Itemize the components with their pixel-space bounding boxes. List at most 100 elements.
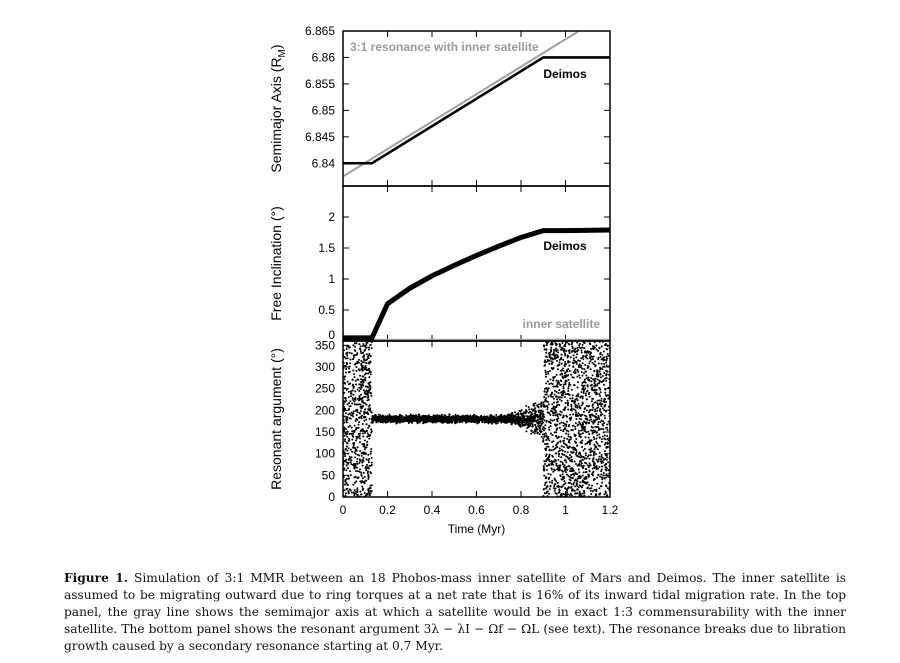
data-point (363, 439, 366, 442)
data-point (358, 343, 361, 346)
data-point (557, 435, 560, 438)
data-point (347, 396, 350, 399)
data-point (363, 491, 366, 494)
data-point (526, 426, 529, 429)
data-point (563, 374, 566, 377)
data-point (366, 399, 369, 402)
data-point (572, 376, 575, 379)
data-point (563, 345, 566, 348)
data-point (352, 383, 355, 386)
data-point (584, 428, 587, 431)
data-point (604, 342, 607, 345)
data-point (577, 414, 580, 417)
data-point (551, 481, 554, 484)
data-point (545, 382, 548, 385)
data-point (576, 406, 579, 409)
data-point (552, 397, 555, 400)
data-point (592, 454, 595, 457)
data-point (553, 423, 556, 426)
data-point (581, 413, 584, 416)
data-point (506, 414, 509, 417)
data-point (601, 478, 604, 481)
data-point (363, 358, 366, 361)
data-point (599, 351, 602, 354)
data-point (562, 439, 565, 442)
data-point (345, 433, 348, 436)
data-point (596, 431, 599, 434)
data-point (548, 439, 551, 442)
data-point (358, 390, 361, 393)
data-point (364, 364, 367, 367)
data-point (524, 421, 527, 424)
data-point (575, 492, 578, 495)
data-point (570, 405, 573, 408)
data-point (606, 345, 609, 348)
data-point (377, 420, 380, 423)
data-point (352, 446, 355, 449)
data-point (348, 432, 351, 435)
data-point (563, 480, 566, 483)
data-point (556, 415, 559, 418)
data-point (394, 420, 397, 423)
data-point (575, 418, 578, 421)
data-point (343, 355, 346, 358)
data-point (370, 447, 373, 450)
data-point (571, 397, 574, 400)
data-point (585, 475, 588, 478)
data-point (545, 491, 548, 494)
data-point (558, 488, 561, 491)
data-point (433, 417, 436, 420)
data-point (598, 451, 601, 454)
data-point (343, 467, 346, 470)
data-point (362, 435, 365, 438)
data-point (352, 412, 355, 415)
data-point (367, 405, 370, 408)
data-point (597, 421, 600, 424)
data-point (567, 393, 570, 396)
data-point (592, 414, 595, 417)
data-point (546, 380, 549, 383)
data-point (467, 415, 470, 418)
data-point (594, 360, 597, 363)
data-point (359, 430, 362, 433)
data-point (578, 344, 581, 347)
data-point (547, 372, 550, 375)
data-point (356, 462, 359, 465)
data-point (359, 450, 362, 453)
data-point (368, 352, 371, 355)
data-point (560, 362, 563, 365)
data-point (350, 432, 353, 435)
data-point (604, 393, 607, 396)
data-point (436, 414, 439, 417)
data-point (549, 413, 552, 416)
data-point (363, 416, 366, 419)
data-point (580, 418, 583, 421)
data-point (345, 464, 348, 467)
data-point (564, 362, 567, 365)
data-point (564, 352, 567, 355)
data-point (352, 435, 355, 438)
data-point (554, 353, 557, 356)
data-point (353, 403, 356, 406)
data-point (563, 409, 566, 412)
data-point (355, 439, 358, 442)
data-point (549, 473, 552, 476)
data-point (555, 462, 558, 465)
data-point (566, 468, 569, 471)
data-point (465, 421, 468, 424)
data-point (511, 421, 514, 424)
data-point (590, 439, 593, 442)
data-point (582, 467, 585, 470)
data-point (554, 389, 557, 392)
data-point (367, 372, 370, 375)
data-point (345, 388, 348, 391)
data-point (588, 448, 591, 451)
data-point (567, 425, 570, 428)
data-point (593, 346, 596, 349)
data-point (556, 423, 559, 426)
data-point (578, 494, 581, 497)
data-point (344, 455, 347, 458)
data-point (349, 424, 352, 427)
data-point (597, 349, 600, 352)
data-point (369, 471, 372, 474)
